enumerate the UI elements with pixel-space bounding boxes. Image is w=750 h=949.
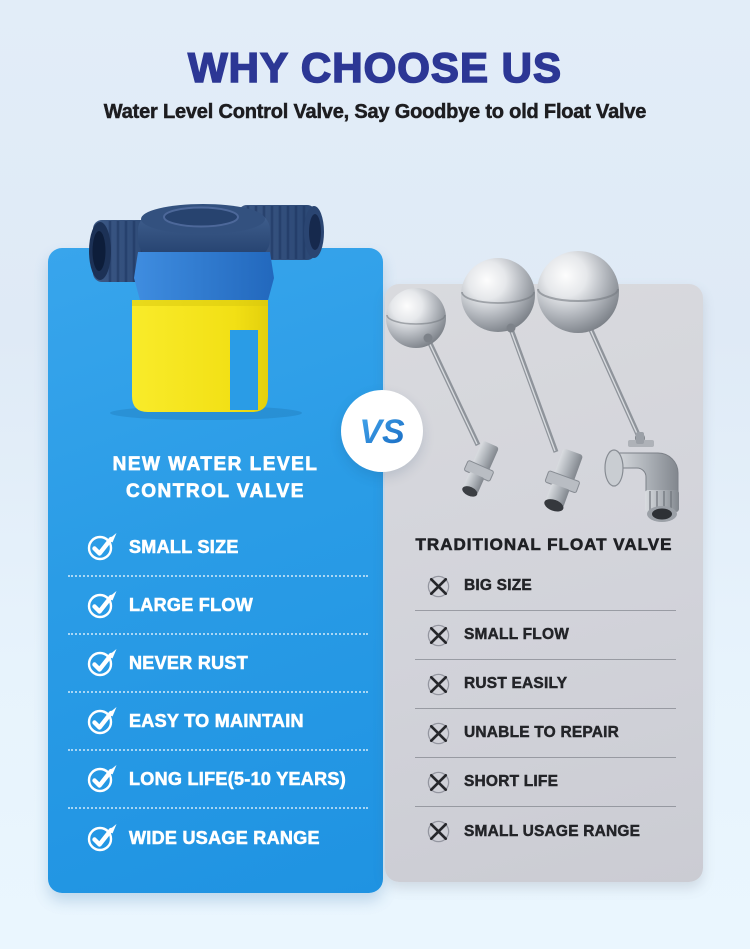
- drawback-label: SMALL FLOW: [464, 626, 570, 643]
- feature-label: LARGE FLOW: [129, 594, 253, 615]
- x-circle-icon: [427, 624, 450, 646]
- drawback-label: RUST EASILY: [464, 675, 568, 692]
- new-valve-heading-line1: NEW WATER LEVEL: [112, 454, 319, 476]
- check-circle-icon: [87, 649, 117, 677]
- page-subtitle: Water Level Control Valve, Say Goodbye t…: [103, 101, 647, 124]
- feature-item: EASY TO MAINTAIN: [68, 693, 368, 751]
- new-valve-heading: NEW WATER LEVEL CONTROL VALVE: [48, 451, 383, 505]
- feature-item: WIDE USAGE RANGE: [68, 809, 368, 867]
- x-circle-icon: [427, 820, 450, 843]
- feature-label: LONG LIFE(5-10 YEARS): [129, 768, 346, 789]
- drawback-label: SMALL USAGE RANGE: [464, 822, 641, 840]
- check-circle-icon: [87, 533, 117, 561]
- drawback-label: BIG SIZE: [464, 577, 532, 594]
- old-valve-drawback-list: BIG SIZE SMALL FLOW RUST EASILY UNABLE T…: [415, 562, 676, 856]
- vs-icon: VS: [359, 413, 405, 451]
- feature-label: SMALL SIZE: [129, 536, 239, 557]
- new-valve-heading-line2: CONTROL VALVE: [126, 481, 305, 503]
- check-circle-icon: [87, 824, 117, 852]
- drawback-item: SHORT LIFE: [415, 758, 676, 807]
- drawback-label: UNABLE TO REPAIR: [464, 724, 620, 741]
- feature-label: WIDE USAGE RANGE: [129, 827, 320, 848]
- x-circle-icon: [427, 771, 450, 793]
- x-circle-icon: [427, 722, 450, 744]
- drawback-item: SMALL FLOW: [415, 611, 676, 660]
- drawback-item: RUST EASILY: [415, 660, 676, 709]
- vs-circle-badge: VS: [341, 390, 423, 472]
- vs-label: VS: [359, 413, 405, 451]
- new-valve-feature-list: SMALL SIZE LARGE FLOW NEVER RUST EASY TO…: [68, 519, 368, 867]
- old-valve-heading: TRADITIONAL FLOAT VALVE: [415, 535, 673, 555]
- drawback-item: BIG SIZE: [415, 562, 676, 611]
- feature-item: SMALL SIZE: [68, 519, 368, 577]
- check-circle-icon: [87, 707, 117, 735]
- feature-item: LONG LIFE(5-10 YEARS): [68, 751, 368, 809]
- feature-label: EASY TO MAINTAIN: [129, 710, 304, 731]
- feature-label: NEVER RUST: [129, 652, 249, 673]
- x-circle-icon: [427, 673, 450, 695]
- drawback-label: SHORT LIFE: [464, 773, 559, 790]
- x-circle-icon: [427, 575, 450, 597]
- drawback-item: SMALL USAGE RANGE: [415, 807, 676, 856]
- check-circle-icon: [87, 591, 117, 619]
- new-valve-photo: [89, 204, 324, 420]
- check-circle-icon: [87, 765, 117, 793]
- feature-item: NEVER RUST: [68, 635, 368, 693]
- page-title: WHY CHOOSE US: [187, 43, 562, 92]
- old-valves-photo: [386, 251, 679, 522]
- feature-item: LARGE FLOW: [68, 577, 368, 635]
- drawback-item: UNABLE TO REPAIR: [415, 709, 676, 758]
